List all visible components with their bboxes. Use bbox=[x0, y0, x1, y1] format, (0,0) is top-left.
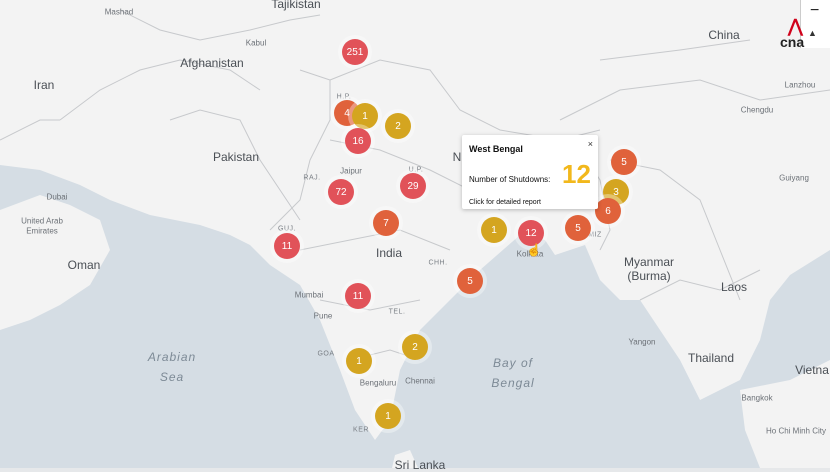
southeast-asia-land bbox=[740, 360, 830, 468]
zoom-control: − bbox=[800, 0, 830, 48]
label-thailand: Thailand bbox=[687, 351, 735, 365]
label-bengaluru: Bengaluru bbox=[359, 378, 397, 388]
label-pakistan: Pakistan bbox=[212, 150, 260, 164]
marker-goa[interactable]: 1 bbox=[346, 348, 372, 374]
label-china: China bbox=[708, 28, 740, 42]
label-tel: TEL. bbox=[388, 308, 406, 316]
popup-title: West Bengal bbox=[469, 144, 523, 154]
label-n: N bbox=[452, 150, 462, 164]
pointer-cursor-icon: ☝ bbox=[526, 243, 542, 257]
label-tajikistan: Tajikistan bbox=[271, 0, 321, 11]
label-guiyang: Guiyang bbox=[779, 173, 809, 183]
label-mashad: Mashad bbox=[104, 7, 134, 17]
marker-uttarakhand[interactable]: 2 bbox=[385, 113, 411, 139]
label-bay-1: Bay of bbox=[492, 356, 534, 370]
zoom-out-button[interactable]: − bbox=[810, 2, 820, 19]
sri-lanka-land bbox=[392, 450, 418, 468]
label-emirates: Emirates bbox=[26, 226, 58, 236]
popup-shutdowns-value: 12 bbox=[562, 159, 591, 189]
label-raj: RAJ. bbox=[303, 174, 321, 182]
label-mumbai: Mumbai bbox=[294, 290, 324, 300]
label-bay-2: Bengal bbox=[491, 376, 535, 390]
label-myanmar-2: (Burma) bbox=[627, 269, 671, 283]
marker-jharkhand[interactable]: 1 bbox=[481, 217, 507, 243]
marker-rajasthan[interactable]: 72 bbox=[328, 179, 354, 205]
marker-manipur[interactable]: 6 bbox=[595, 198, 621, 224]
label-afghanistan: Afghanistan bbox=[180, 56, 244, 70]
popup-detail-link[interactable]: Click for detailed report bbox=[469, 199, 541, 206]
label-kabul: Kabul bbox=[245, 38, 267, 48]
label-miz: MIZ bbox=[588, 231, 602, 239]
label-lanzhou: Lanzhou bbox=[784, 80, 816, 90]
label-arabian-sea-1: Arabian bbox=[147, 350, 197, 364]
label-dubai: Dubai bbox=[46, 192, 68, 202]
label-myanmar-1: Myanmar bbox=[623, 255, 675, 269]
marker-madhya-pradesh[interactable]: 7 bbox=[373, 210, 399, 236]
marker-arunachal[interactable]: 5 bbox=[611, 149, 637, 175]
scroll-up-arrow-icon[interactable]: ▲ bbox=[808, 28, 817, 38]
label-up: U.P. bbox=[408, 166, 424, 174]
label-ker: KER bbox=[353, 426, 369, 434]
popup-shutdowns-label: Number of Shutdowns: bbox=[469, 175, 551, 184]
cna-logo-mark-icon: ⋀ bbox=[788, 16, 803, 36]
marker-west-bengal[interactable]: 12 bbox=[518, 220, 544, 246]
label-kolkata: Kolkata bbox=[516, 249, 544, 259]
label-hp: H.P. bbox=[336, 93, 352, 101]
label-yangon: Yangon bbox=[628, 337, 656, 347]
label-chennai: Chennai bbox=[405, 376, 435, 386]
land-mass bbox=[0, 0, 830, 440]
label-guj: GUJ. bbox=[278, 225, 296, 233]
label-chengdu: Chengdu bbox=[740, 105, 774, 115]
label-arabian-sea-2: Sea bbox=[159, 370, 185, 384]
label-iran: Iran bbox=[33, 78, 55, 92]
cna-logo: ⋀ cna bbox=[780, 16, 810, 52]
popup-close-button[interactable]: × bbox=[587, 139, 593, 149]
marker-himachal[interactable]: 1 bbox=[352, 103, 378, 129]
marker-jammu-kashmir[interactable]: 251 bbox=[342, 39, 368, 65]
label-oman: Oman bbox=[67, 258, 101, 272]
label-hcm: Ho Chi Minh City bbox=[765, 426, 827, 436]
marker-uttar-pradesh[interactable]: 29 bbox=[400, 173, 426, 199]
label-pune: Pune bbox=[313, 311, 333, 321]
label-goa: GOA bbox=[317, 350, 335, 358]
label-laos: Laos bbox=[720, 280, 748, 294]
cna-logo-text: cna bbox=[780, 34, 805, 50]
marker-haryana[interactable]: 16 bbox=[345, 128, 371, 154]
label-jaipur: Jaipur bbox=[340, 166, 362, 176]
marker-andhra[interactable]: 2 bbox=[402, 334, 428, 360]
label-india: India bbox=[375, 246, 403, 260]
marker-odisha[interactable]: 5 bbox=[457, 268, 483, 294]
label-sri-lanka: Sri Lanka bbox=[394, 458, 446, 472]
arabian-peninsula bbox=[0, 195, 110, 330]
marker-gujarat[interactable]: 11 bbox=[274, 233, 300, 259]
label-bangkok: Bangkok bbox=[741, 393, 773, 403]
label-vietnam: Vietna bbox=[795, 363, 829, 377]
marker-tripura[interactable]: 5 bbox=[565, 215, 591, 241]
label-chh: CHH. bbox=[428, 259, 448, 267]
label-uae: United Arab bbox=[21, 216, 63, 226]
marker-tamil-nadu[interactable]: 1 bbox=[375, 403, 401, 429]
state-popup: West Bengal × Number of Shutdowns: 12 Cl… bbox=[462, 135, 598, 209]
marker-maharashtra[interactable]: 11 bbox=[345, 283, 371, 309]
